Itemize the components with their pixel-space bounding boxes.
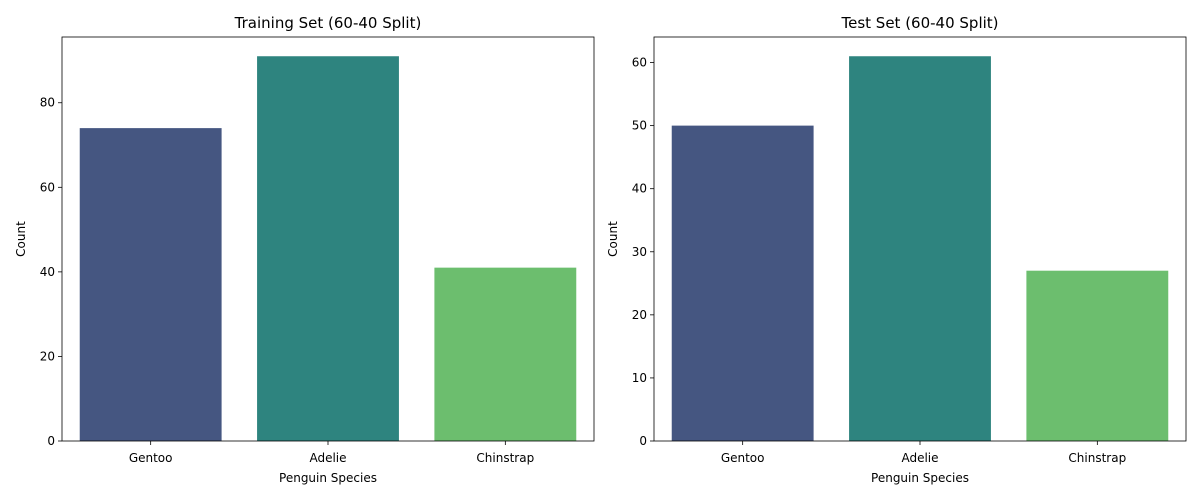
- y-tick-label-training: 20: [40, 349, 55, 363]
- y-axis-label-training: Count: [14, 221, 28, 257]
- y-tick-label-test: 20: [632, 308, 647, 322]
- bar-training-gentoo: [79, 128, 222, 441]
- bar-training-chinstrap: [434, 267, 577, 441]
- x-axis-label-training: Penguin Species: [279, 471, 377, 485]
- y-tick-label-test: 40: [632, 182, 647, 196]
- y-tick-label-test: 30: [632, 245, 647, 259]
- y-axis-label-test: Count: [606, 221, 620, 257]
- y-tick-label-training: 0: [47, 434, 55, 448]
- x-tick-label-test: Chinstrap: [1068, 451, 1126, 465]
- y-tick-label-test: 0: [639, 434, 647, 448]
- bar-test-gentoo: [671, 125, 814, 441]
- y-tick-label-training: 60: [40, 180, 55, 194]
- x-tick-label-training: Adelie: [309, 451, 346, 465]
- y-tick-label-test: 60: [632, 56, 647, 70]
- x-tick-label-test: Gentoo: [721, 451, 765, 465]
- bar-training-adelie: [257, 56, 399, 441]
- y-tick-label-training: 80: [40, 96, 55, 110]
- bar-test-adelie: [849, 56, 991, 441]
- chart-training-set: 0 20 40 60 80 Gentoo Adelie Chinstrap Training S…: [14, 14, 595, 485]
- x-tick-label-test: Adelie: [901, 451, 938, 465]
- bar-test-chinstrap: [1026, 270, 1169, 441]
- x-axis-label-test: Penguin Species: [871, 471, 969, 485]
- y-tick-label-test: 10: [632, 371, 647, 385]
- chart-test-set: 0 10 20 30 40 50 60 Gentoo Adelie Chinstrap Test S…: [606, 14, 1187, 485]
- chart-title-test: Test Set (60-40 Split): [840, 14, 998, 32]
- chart-title-training: Training Set (60-40 Split): [234, 14, 422, 32]
- y-tick-label-training: 40: [40, 265, 55, 279]
- y-tick-label-test: 50: [632, 119, 647, 133]
- x-tick-label-training: Gentoo: [129, 451, 173, 465]
- x-tick-label-training: Chinstrap: [476, 451, 534, 465]
